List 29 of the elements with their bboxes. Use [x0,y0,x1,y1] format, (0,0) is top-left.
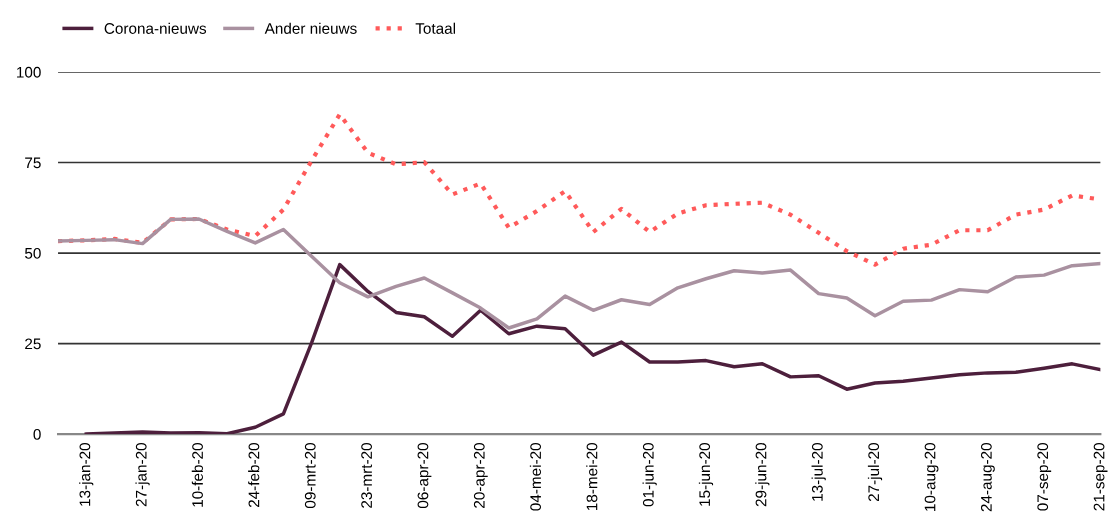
x-tick-label: 24-aug-20 [980,443,995,512]
x-tick-label: 24-feb-20 [248,443,260,508]
x-tick-label: 06-apr-20 [417,443,432,509]
legend-label: Totaal [415,22,456,34]
legend-label: Corona-nieuws [104,22,207,34]
x-tick-label: 20-apr-20 [473,443,488,508]
y-tick-label: 75 [25,157,41,169]
x-tick-label: 09-mrt-20 [304,443,316,509]
x-tick-label: 10-aug-20 [924,443,939,511]
x-tick-label: 18-mei-20 [586,443,598,511]
x-tick-label: 13-jan-20 [79,443,94,506]
x-tick-label: 27-jan-20 [135,443,150,507]
x-tick-label: 01-jun-20 [642,443,657,507]
x-tick-label: 23-mrt-20 [361,443,373,508]
x-tick-label: 07-sep-20 [1037,443,1052,511]
x-tick-label: 29-jun-20 [755,443,770,507]
x-tick-label: 15-jun-20 [698,443,714,506]
y-tick-label: 50 [24,247,41,259]
y-tick-label: 100 [17,66,41,78]
x-tick-label: 27-jul-20 [867,443,883,502]
x-tick-label: 21-sep-20 [1093,443,1108,511]
y-tick-label: 0 [33,428,41,440]
legend-label: Ander nieuws [264,22,357,34]
y-tick-label: 25 [25,338,41,350]
x-tick-label: 13-jul-20 [811,443,826,501]
x-tick-label: 10-feb-20 [191,443,203,507]
line-series [58,217,1101,330]
x-tick-label: 04-mei-20 [529,443,542,511]
line-series [84,262,1101,435]
